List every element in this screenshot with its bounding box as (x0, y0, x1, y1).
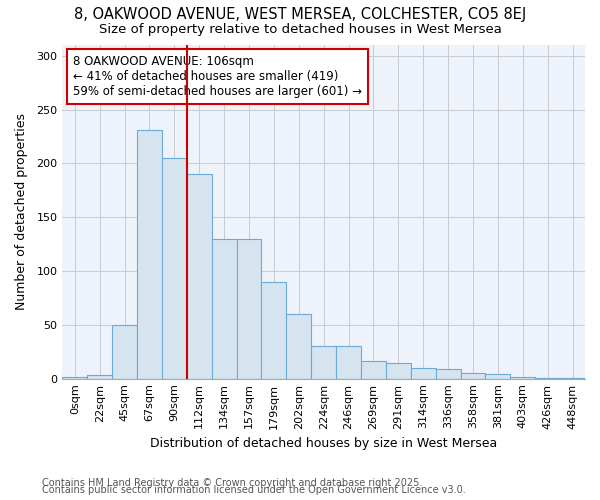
Bar (286, 314, 311, 378)
Text: Contains HM Land Registry data © Crown copyright and database right 2025.: Contains HM Land Registry data © Crown c… (42, 478, 422, 488)
Text: Contains public sector information licensed under the Open Government Licence v3: Contains public sector information licen… (42, 485, 466, 495)
Bar (87, 376, 112, 378)
Bar (461, 374, 485, 378)
Bar (236, 239, 262, 378)
Bar (187, 174, 212, 378)
Bar (436, 369, 461, 378)
Y-axis label: Number of detached properties: Number of detached properties (15, 114, 28, 310)
Bar (262, 282, 286, 378)
Bar (62, 376, 87, 378)
Bar (511, 376, 535, 378)
Bar (162, 158, 187, 378)
Text: 8, OAKWOOD AVENUE, WEST MERSEA, COLCHESTER, CO5 8EJ: 8, OAKWOOD AVENUE, WEST MERSEA, COLCHEST… (74, 8, 526, 22)
Bar (386, 362, 411, 378)
Bar (137, 130, 162, 378)
Bar (212, 239, 236, 378)
Bar (411, 368, 436, 378)
Bar (361, 362, 386, 378)
Text: Size of property relative to detached houses in West Mersea: Size of property relative to detached ho… (98, 22, 502, 36)
Text: 8 OAKWOOD AVENUE: 106sqm
← 41% of detached houses are smaller (419)
59% of semi-: 8 OAKWOOD AVENUE: 106sqm ← 41% of detach… (73, 55, 362, 98)
X-axis label: Distribution of detached houses by size in West Mersea: Distribution of detached houses by size … (150, 437, 497, 450)
Bar (112, 325, 137, 378)
Bar (311, 346, 336, 378)
Bar (336, 346, 361, 378)
Bar (485, 374, 511, 378)
